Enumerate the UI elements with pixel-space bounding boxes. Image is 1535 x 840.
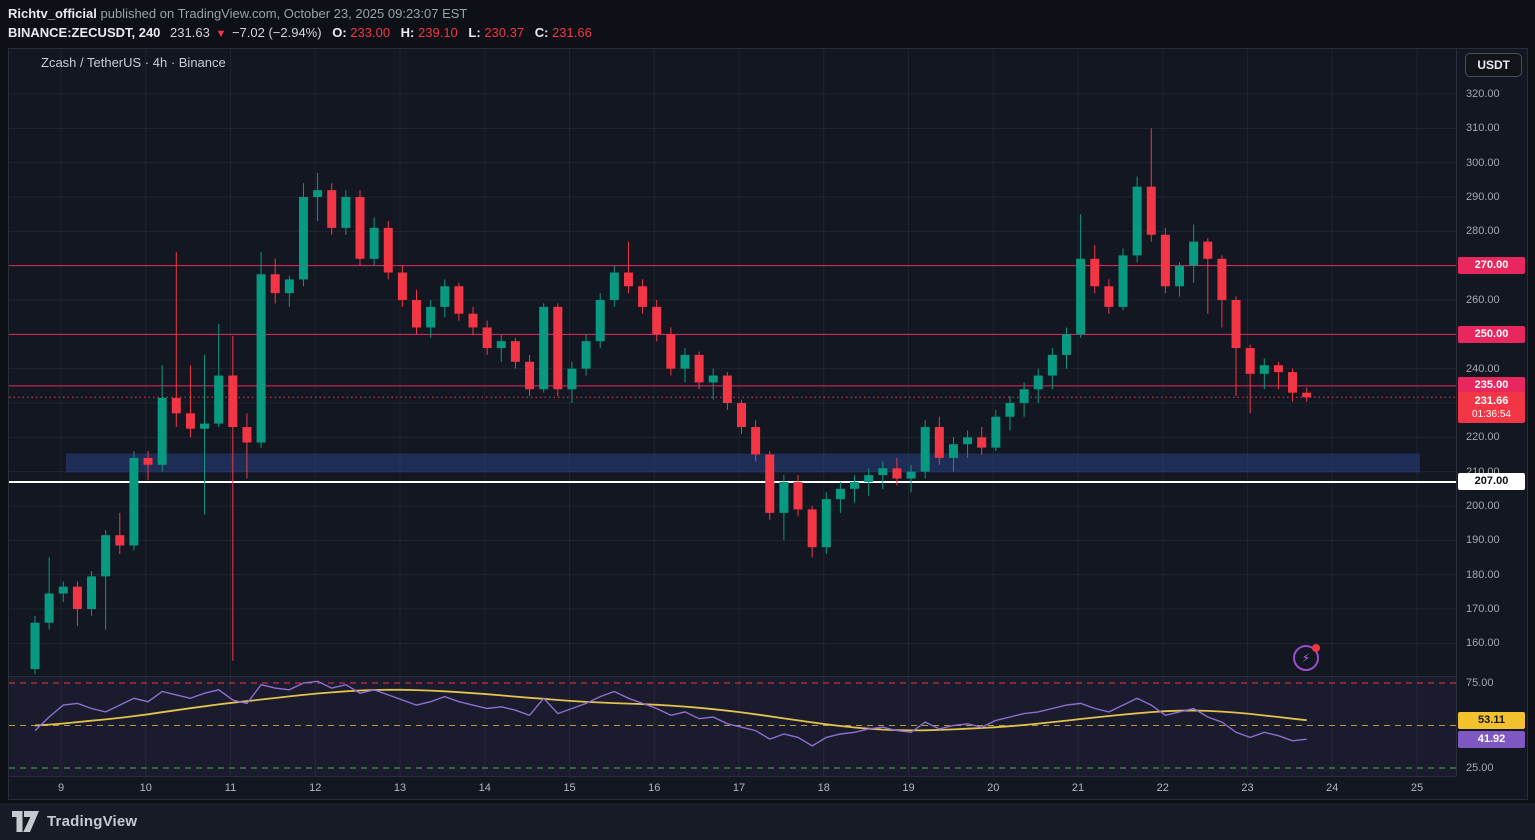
rsi-layer [9, 680, 1456, 769]
price-tick-label: 260.00 [1466, 293, 1500, 306]
publish-header: Richtv_official published on TradingView… [8, 4, 592, 44]
time-axis-label: 18 [817, 782, 830, 794]
currency-toggle-button[interactable]: USDT [1465, 53, 1522, 77]
price-tick-label: 320.00 [1466, 88, 1500, 100]
rsi-tick-label: 75.00 [1466, 677, 1494, 689]
tradingview-logo-icon[interactable] [12, 811, 39, 832]
time-axis-label: 13 [393, 782, 407, 794]
open-value: 233.00 [350, 25, 391, 40]
publish-info: Richtv_official published on TradingView… [8, 4, 592, 23]
footer-bar: TradingView [0, 803, 1535, 840]
price-tick-label: 290.00 [1466, 190, 1500, 203]
demand-zone-rectangle[interactable] [66, 453, 1420, 473]
down-arrow-icon: ▼ [215, 28, 227, 40]
last-price: 231.63 [170, 25, 210, 40]
low-label: L: [468, 25, 481, 40]
high-label: H: [400, 25, 415, 40]
low-value: 230.37 [484, 25, 525, 40]
price-tick-label: 190.00 [1466, 534, 1500, 547]
price-level-badge: 235.00 [1458, 377, 1525, 395]
rsi-tick-label: 25.00 [1466, 762, 1494, 774]
rsi-line [34, 680, 1307, 747]
symbol-name: BINANCE:ZECUSDT, 240 [8, 25, 161, 40]
time-axis-label: 19 [902, 782, 915, 794]
price-level-badge: 270.00 [1458, 257, 1525, 275]
price-tick-label: 200.00 [1466, 499, 1500, 512]
chart-title: Zcash / TetherUS · 4h · Binance [41, 55, 226, 70]
time-axis-label: 23 [1241, 782, 1254, 794]
rsi-ma-line [34, 688, 1307, 732]
time-axis-label: 22 [1156, 782, 1169, 794]
level-lines-layer[interactable] [9, 265, 1456, 483]
time-axis-label: 25 [1410, 782, 1424, 794]
time-axis-label: 12 [309, 782, 322, 794]
time-axis-label: 20 [987, 782, 1000, 794]
price-tick-label: 280.00 [1466, 225, 1500, 238]
time-axis-label: 17 [732, 782, 746, 794]
brand-name[interactable]: TradingView [47, 813, 138, 830]
time-axis[interactable]: 9 10 11 12 13 14 15 16 17 18 19 20 21 22 23 24 25 [9, 776, 1456, 800]
chart-frame: Zcash / TetherUS · 4h · Binance USDT 320… [8, 48, 1528, 800]
price-tick-label: 160.00 [1466, 637, 1500, 650]
candles-layer [30, 128, 1312, 675]
ticker-line: BINANCE:ZECUSDT, 240 231.63 ▼ −7.02 (−2.… [8, 23, 592, 44]
price-tick-label: 170.00 [1466, 602, 1500, 615]
price-axis[interactable]: 320.00 310.00 300.00 290.00 280.00 260.00 240.… [1456, 49, 1527, 776]
time-axis-label: 10 [139, 782, 152, 794]
rsi-value-badge: 41.92 [1458, 730, 1525, 748]
publish-meta: published on TradingView.com, October 23… [100, 6, 468, 21]
close-value: 231.66 [552, 25, 592, 40]
rsi-pane-background [9, 676, 1456, 776]
price-tick-label: 310.00 [1466, 122, 1500, 135]
time-axis-label: 24 [1326, 782, 1339, 794]
price-change: −7.02 (−2.94%) [231, 25, 322, 40]
price-level-badge: 231.66 01:36:54 [1458, 392, 1525, 423]
close-label: C: [534, 25, 549, 40]
price-tick-label: 300.00 [1466, 156, 1500, 169]
time-axis-label: 14 [478, 782, 491, 794]
flash-idea-icon[interactable]: ⚡ [1293, 644, 1320, 671]
notification-dot [1312, 644, 1320, 652]
price-tick-label: 220.00 [1466, 431, 1500, 444]
candle-countdown: 01:36:54 [1472, 409, 1511, 420]
price-level-badge: 250.00 [1458, 325, 1525, 343]
time-axis-label: 16 [648, 782, 661, 794]
price-tick-label: 240.00 [1466, 362, 1500, 375]
grid-layer [9, 49, 1456, 776]
rsi-value-badge: 53.11 [1458, 711, 1525, 729]
time-axis-label: 15 [563, 782, 576, 794]
main-plot[interactable] [9, 49, 1456, 776]
price-level-badge: 207.00 [1458, 473, 1525, 491]
open-label: O: [332, 25, 347, 40]
time-axis-label: 21 [1071, 782, 1085, 794]
time-axis-label: 9 [57, 782, 65, 794]
high-value: 239.10 [418, 25, 458, 40]
time-axis-label: 11 [224, 782, 237, 794]
price-tick-label: 180.00 [1466, 568, 1500, 581]
author-name: Richtv_official [8, 6, 97, 21]
